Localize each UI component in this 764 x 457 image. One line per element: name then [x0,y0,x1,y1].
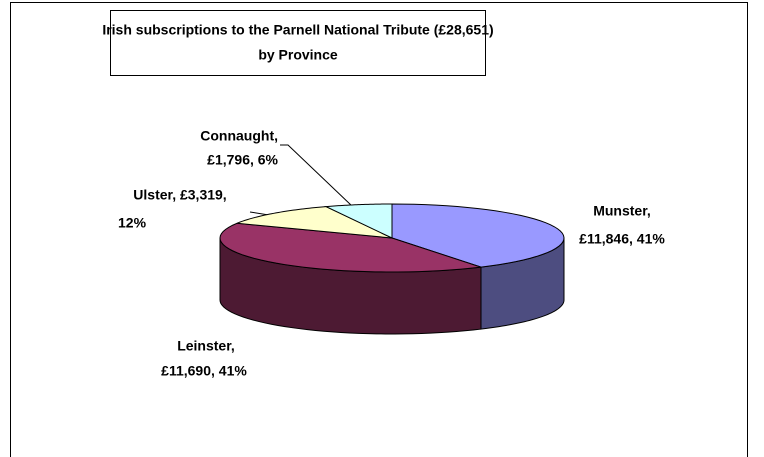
data-label: Ulster, £3,319, [133,187,226,203]
data-label: Leinster, [177,338,235,354]
pie-slice [324,203,393,239]
data-label: £11,846, 41% [579,231,665,247]
pie-slice [219,222,482,273]
pie-slice [236,206,393,239]
chart-title: by Province [258,47,338,63]
data-label: Munster, [593,203,651,219]
pie-slice [391,203,565,268]
data-label: £1,796, 6% [207,152,278,168]
chart-title: Irish subscriptions to the Parnell Natio… [102,22,493,38]
data-label: 12% [118,215,147,231]
data-label: Connaught, [200,128,278,144]
leader-line [280,144,353,207]
title-box [110,10,486,76]
data-label: £11,690, 41% [161,363,247,379]
